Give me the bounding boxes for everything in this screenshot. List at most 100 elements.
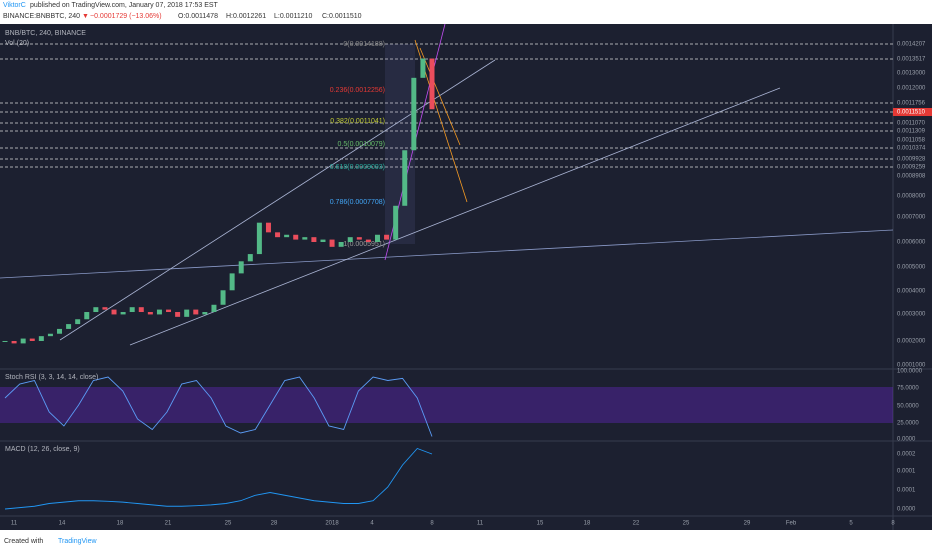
fib-label: 0.618(0.0009093) bbox=[330, 164, 385, 171]
ohlc: O:0.0011478 bbox=[178, 13, 218, 20]
time-label: 8 bbox=[891, 521, 895, 527]
candle bbox=[2, 340, 8, 342]
ohlc: C:0.0011510 bbox=[322, 13, 362, 20]
price-label: 0.0007000 bbox=[897, 215, 926, 221]
candle bbox=[11, 340, 17, 344]
price-label: 0.0003000 bbox=[897, 312, 926, 318]
stoch-label: 25.0000 bbox=[897, 421, 919, 427]
candle bbox=[247, 254, 253, 262]
candle bbox=[47, 333, 53, 337]
candle bbox=[311, 237, 317, 242]
candle bbox=[120, 312, 126, 315]
candle bbox=[202, 312, 208, 315]
time-label: 11 bbox=[11, 521, 18, 527]
stoch-line bbox=[4, 376, 433, 437]
candle bbox=[20, 338, 26, 344]
time-label: 18 bbox=[117, 521, 124, 527]
time-label: 29 bbox=[744, 521, 751, 527]
candle bbox=[102, 307, 108, 310]
candle bbox=[175, 312, 181, 317]
time-label: 15 bbox=[537, 521, 544, 527]
candle bbox=[84, 312, 90, 320]
candle bbox=[284, 234, 290, 238]
stoch-label: 100.0000 bbox=[897, 369, 923, 375]
candle bbox=[356, 237, 362, 240]
price-label: 0.0005000 bbox=[897, 265, 926, 271]
chart-bg bbox=[0, 24, 932, 530]
time-label: 11 bbox=[477, 521, 484, 527]
time-label: 22 bbox=[633, 521, 640, 527]
candle bbox=[393, 205, 399, 240]
candle bbox=[229, 273, 235, 291]
price-label: 0.0006000 bbox=[897, 240, 926, 246]
candle bbox=[302, 237, 308, 240]
candle bbox=[384, 234, 390, 240]
candle bbox=[293, 234, 299, 240]
axes: 0.0014207 0.0013517 0.0013000 0.0012000 0.00… bbox=[11, 42, 932, 527]
macd-label: 0.0000 bbox=[897, 507, 916, 513]
price-label: 0.0011309 bbox=[897, 129, 926, 135]
candle bbox=[66, 324, 72, 329]
fib-label: 0.382(0.0011041) bbox=[330, 118, 385, 125]
candles bbox=[2, 58, 435, 344]
candle bbox=[93, 307, 99, 313]
price-label: 0.0009928 bbox=[897, 157, 926, 163]
candle bbox=[365, 239, 371, 242]
footer-brand[interactable]: TradingView bbox=[58, 538, 97, 545]
price-label: 0.0014207 bbox=[897, 42, 926, 48]
price-label: 0.0011070 bbox=[897, 121, 926, 127]
candle bbox=[193, 309, 199, 315]
candle bbox=[129, 307, 135, 313]
ohlc: H:0.0012261 bbox=[226, 13, 266, 20]
price-label: 0.0012000 bbox=[897, 86, 926, 92]
candle bbox=[184, 309, 190, 317]
candle bbox=[429, 58, 435, 110]
candle bbox=[338, 242, 344, 247]
time-label: 25 bbox=[683, 521, 690, 527]
candle bbox=[156, 309, 162, 315]
fib-label: 0.236(0.0012256) bbox=[330, 87, 385, 94]
macd-line bbox=[4, 447, 433, 510]
candle bbox=[147, 312, 153, 315]
candle bbox=[329, 239, 335, 247]
time-label: Feb bbox=[786, 521, 797, 527]
candle bbox=[320, 239, 326, 242]
vol-legend: Vol (20) bbox=[5, 40, 29, 47]
macd-label: 0.0001 bbox=[897, 488, 916, 494]
candle bbox=[347, 237, 353, 242]
trendlines bbox=[0, 23, 894, 346]
time-label: 28 bbox=[271, 521, 278, 527]
time-label: 8 bbox=[430, 521, 434, 527]
fib-labels: 0(0.0014188) 0.236(0.0012256) 0.382(0.0011… bbox=[330, 41, 385, 248]
price-label: 0.0008000 bbox=[897, 194, 926, 200]
price-label: 0.0013517 bbox=[897, 57, 926, 63]
candle bbox=[238, 261, 244, 274]
price-label: 0.0008908 bbox=[897, 174, 926, 180]
price-label: 0.0011058 bbox=[897, 138, 926, 144]
candle bbox=[374, 234, 380, 242]
time-label: 21 bbox=[165, 521, 172, 527]
change-arrow: ▼ bbox=[82, 13, 89, 20]
price-label: 0.0002000 bbox=[897, 339, 926, 345]
candle bbox=[138, 307, 144, 313]
candle bbox=[256, 222, 262, 255]
candle bbox=[38, 336, 44, 341]
change: −0.0001729 (−13.06%) bbox=[90, 13, 162, 20]
author[interactable]: ViktorC bbox=[3, 2, 26, 9]
macd-label: 0.0001 bbox=[897, 469, 916, 475]
candle bbox=[57, 328, 63, 334]
candle bbox=[75, 319, 81, 325]
time-label: 25 bbox=[225, 521, 232, 527]
candle bbox=[29, 338, 35, 341]
stoch-legend: Stoch RSI (3, 3, 14, 14, close) bbox=[5, 374, 98, 381]
candle bbox=[211, 304, 217, 313]
time-label: 5 bbox=[849, 521, 853, 527]
fib-zone bbox=[385, 44, 415, 244]
stoch-band bbox=[0, 387, 893, 423]
candle bbox=[220, 290, 226, 305]
price-label: 0.0011510 bbox=[897, 110, 926, 116]
time-label: 4 bbox=[370, 521, 374, 527]
stoch-label: 50.0000 bbox=[897, 404, 919, 410]
pair-legend: BNB/BTC, 240, BINANCE bbox=[5, 30, 86, 37]
